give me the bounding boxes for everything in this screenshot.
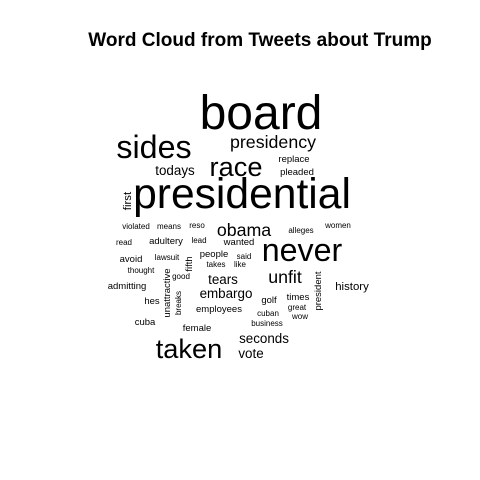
word-means: means	[157, 222, 181, 231]
word-like: like	[234, 260, 247, 269]
word-admitting: admitting	[108, 281, 147, 292]
word-cuban: cuban	[257, 309, 279, 318]
word-wow: wow	[291, 312, 308, 321]
word-employees: employees	[196, 304, 242, 315]
word-unfit: unfit	[268, 267, 302, 287]
word-avoid: avoid	[120, 254, 143, 265]
word-lead: lead	[191, 236, 206, 245]
word-race: race	[210, 151, 263, 182]
word-presidential: presidential	[133, 170, 351, 218]
word-taken: taken	[156, 333, 223, 364]
word-takes: takes	[206, 260, 225, 269]
word-embargo: embargo	[200, 286, 253, 301]
word-violated: violated	[122, 222, 150, 231]
word-board: board	[200, 87, 323, 140]
word-obama: obama	[217, 220, 271, 240]
word-president: president	[313, 271, 324, 310]
word-great: great	[288, 303, 307, 312]
word-first: first	[122, 191, 134, 210]
word-business: business	[251, 319, 283, 328]
word-people: people	[200, 249, 229, 260]
word-women: women	[324, 221, 351, 230]
word-vote: vote	[238, 346, 263, 361]
word-said: said	[237, 252, 252, 261]
word-good: good	[172, 272, 190, 281]
word-hes: hes	[144, 296, 160, 307]
word-times: times	[287, 292, 310, 303]
word-fifth: fifth	[184, 256, 195, 271]
word-todays: todays	[155, 163, 195, 178]
word-lawsuit: lawsuit	[155, 253, 180, 262]
word-adultery: adultery	[149, 236, 183, 247]
word-sides: sides	[116, 129, 191, 165]
word-seconds: seconds	[239, 331, 289, 346]
word-reso: reso	[189, 221, 205, 230]
chart-title: Word Cloud from Tweets about Trump	[88, 30, 432, 51]
word-tears: tears	[208, 272, 238, 287]
word-presidency: presidency	[230, 132, 316, 152]
word-breaks: breaks	[174, 291, 183, 315]
word-thought: thought	[128, 266, 155, 275]
word-read: read	[116, 238, 132, 247]
word-history: history	[335, 281, 369, 293]
word-alleges: alleges	[288, 226, 313, 235]
word-pleaded: pleaded	[280, 167, 314, 178]
word-wanted: wanted	[223, 237, 255, 248]
word-female: female	[183, 323, 212, 334]
word-cuba: cuba	[135, 317, 156, 328]
word-golf: golf	[261, 295, 277, 306]
word-replace: replace	[278, 154, 309, 165]
word-never: never	[262, 232, 343, 268]
word-unattractive: unattractive	[162, 268, 173, 317]
